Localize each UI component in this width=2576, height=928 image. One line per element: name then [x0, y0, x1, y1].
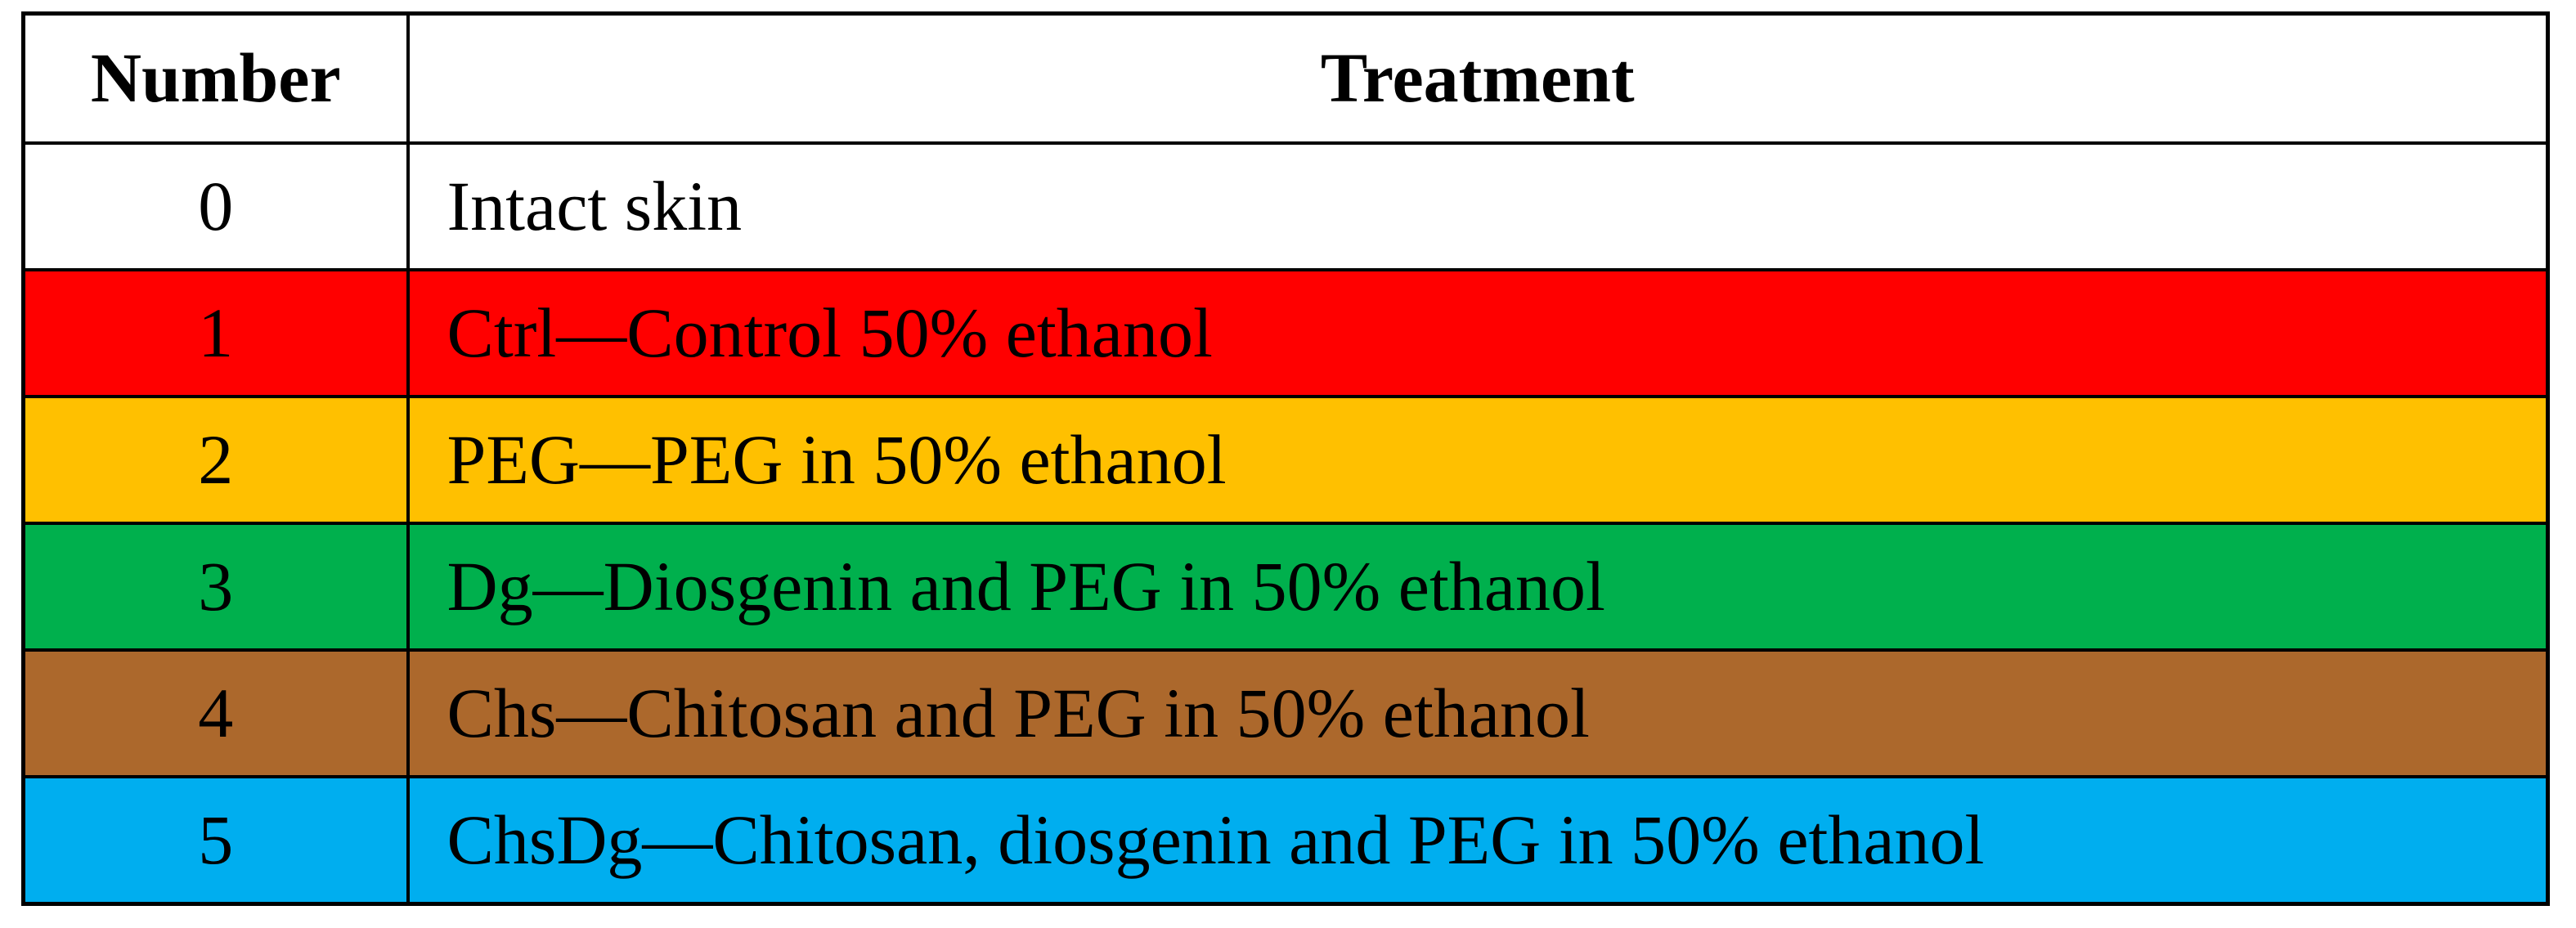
row-number-cell: 2 — [21, 394, 410, 525]
row-number-cell: 0 — [21, 141, 410, 271]
row-treatment-cell: Chs—Chitosan and PEG in 50% ethanol — [406, 648, 2550, 779]
row-treatment-cell: ChsDg—Chitosan, diosgenin and PEG in 50%… — [406, 775, 2550, 906]
table-header-row: Number Treatment — [21, 11, 2550, 145]
column-header-number: Number — [21, 11, 410, 145]
row-treatment-cell: PEG—PEG in 50% ethanol — [406, 394, 2550, 525]
row-number-cell: 4 — [21, 648, 410, 779]
column-header-treatment: Treatment — [406, 11, 2550, 145]
treatment-table-figure: Number Treatment 0 Intact skin 1 Ctrl—Co… — [21, 11, 2550, 906]
row-treatment-cell: Dg—Diosgenin and PEG in 50% ethanol — [406, 521, 2550, 652]
table-row-peg: 2 PEG—PEG in 50% ethanol — [21, 394, 2550, 525]
row-number-cell: 3 — [21, 521, 410, 652]
row-number-cell: 1 — [21, 267, 410, 398]
table-row-chitosan-diosgenin: 5 ChsDg—Chitosan, diosgenin and PEG in 5… — [21, 775, 2550, 906]
row-number-cell: 5 — [21, 775, 410, 906]
row-treatment-cell: Intact skin — [406, 141, 2550, 271]
treatment-table: Number Treatment 0 Intact skin 1 Ctrl—Co… — [21, 11, 2550, 906]
table-row-diosgenin: 3 Dg—Diosgenin and PEG in 50% ethanol — [21, 521, 2550, 652]
table-row-chitosan: 4 Chs—Chitosan and PEG in 50% ethanol — [21, 648, 2550, 779]
row-treatment-cell: Ctrl—Control 50% ethanol — [406, 267, 2550, 398]
table-row-intact-skin: 0 Intact skin — [21, 141, 2550, 271]
table-row-control: 1 Ctrl—Control 50% ethanol — [21, 267, 2550, 398]
